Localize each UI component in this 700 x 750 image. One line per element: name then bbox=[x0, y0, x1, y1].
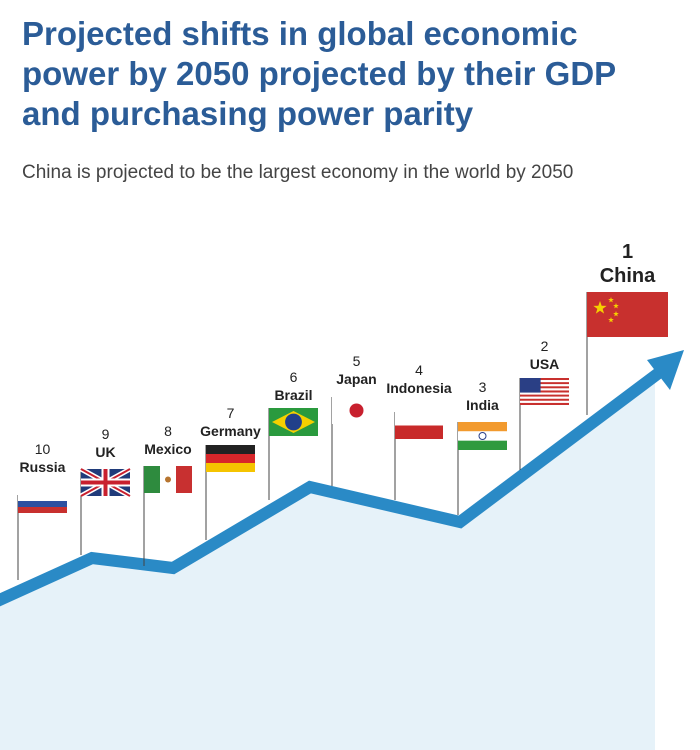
flag-emblem bbox=[165, 476, 171, 483]
country-name: UK bbox=[95, 444, 115, 460]
flag-star bbox=[613, 311, 619, 317]
flag-stripe bbox=[520, 386, 569, 389]
flag-stripe bbox=[520, 402, 569, 405]
flag-stripe bbox=[520, 394, 569, 397]
flag-stripe bbox=[395, 412, 443, 426]
flag-stripe bbox=[520, 384, 569, 387]
flag-star bbox=[593, 301, 607, 314]
country-name: Brazil bbox=[274, 387, 312, 403]
rank: 1 bbox=[622, 241, 633, 263]
flag-stripe bbox=[520, 396, 569, 399]
flag-stripe bbox=[520, 400, 569, 403]
flag-canton bbox=[520, 378, 541, 393]
flag-stripe bbox=[520, 382, 569, 385]
title: Projected shifts in global economic powe… bbox=[22, 15, 616, 132]
flag-stripe bbox=[18, 495, 67, 501]
flag-stripe bbox=[458, 431, 507, 441]
flag-stripe bbox=[144, 466, 160, 493]
country-name: Germany bbox=[200, 423, 261, 439]
country-name: Japan bbox=[336, 371, 376, 387]
rank: 7 bbox=[227, 405, 235, 421]
rank: 3 bbox=[479, 379, 487, 395]
flag-wheel bbox=[478, 432, 487, 440]
flag-cross bbox=[81, 469, 130, 496]
flag-globe bbox=[285, 413, 302, 431]
flag-stripe bbox=[520, 398, 569, 401]
flag-stripe bbox=[520, 380, 569, 383]
rank: 10 bbox=[35, 441, 51, 457]
flag-stripe bbox=[176, 466, 192, 493]
country-name: Mexico bbox=[144, 441, 191, 457]
flag-star bbox=[613, 303, 619, 309]
flag-stripe bbox=[520, 390, 569, 393]
rank: 2 bbox=[541, 338, 549, 354]
flag-stripe bbox=[18, 501, 67, 507]
flag-stripe bbox=[520, 378, 569, 381]
rank: 4 bbox=[415, 362, 423, 378]
country-name: China bbox=[600, 265, 656, 287]
rank: 5 bbox=[353, 353, 361, 369]
flag-stripe bbox=[206, 445, 255, 454]
flag-field bbox=[587, 292, 668, 337]
flag-stripe bbox=[206, 463, 255, 472]
country-name: Russia bbox=[20, 459, 66, 475]
growth-line bbox=[0, 367, 664, 607]
rank: 9 bbox=[102, 426, 110, 442]
flag-star bbox=[608, 297, 614, 303]
growth-arrowhead bbox=[647, 350, 684, 390]
flag-stripe bbox=[206, 454, 255, 463]
flag-sun bbox=[349, 403, 364, 418]
country-name: India bbox=[466, 397, 499, 413]
rank: 8 bbox=[164, 423, 172, 439]
flag-stripe bbox=[458, 440, 507, 450]
flag-stripe bbox=[520, 388, 569, 391]
subtitle: China is projected to be the largest eco… bbox=[22, 162, 574, 183]
country-name: Indonesia bbox=[386, 380, 452, 396]
country-name: USA bbox=[530, 356, 560, 372]
rank: 6 bbox=[290, 369, 298, 385]
flag-stripe bbox=[18, 507, 67, 513]
growth-area bbox=[0, 375, 655, 750]
flag-stripe bbox=[458, 422, 507, 432]
flag-stripe bbox=[520, 392, 569, 395]
flag-stripe bbox=[395, 425, 443, 439]
flag-star bbox=[608, 317, 614, 323]
